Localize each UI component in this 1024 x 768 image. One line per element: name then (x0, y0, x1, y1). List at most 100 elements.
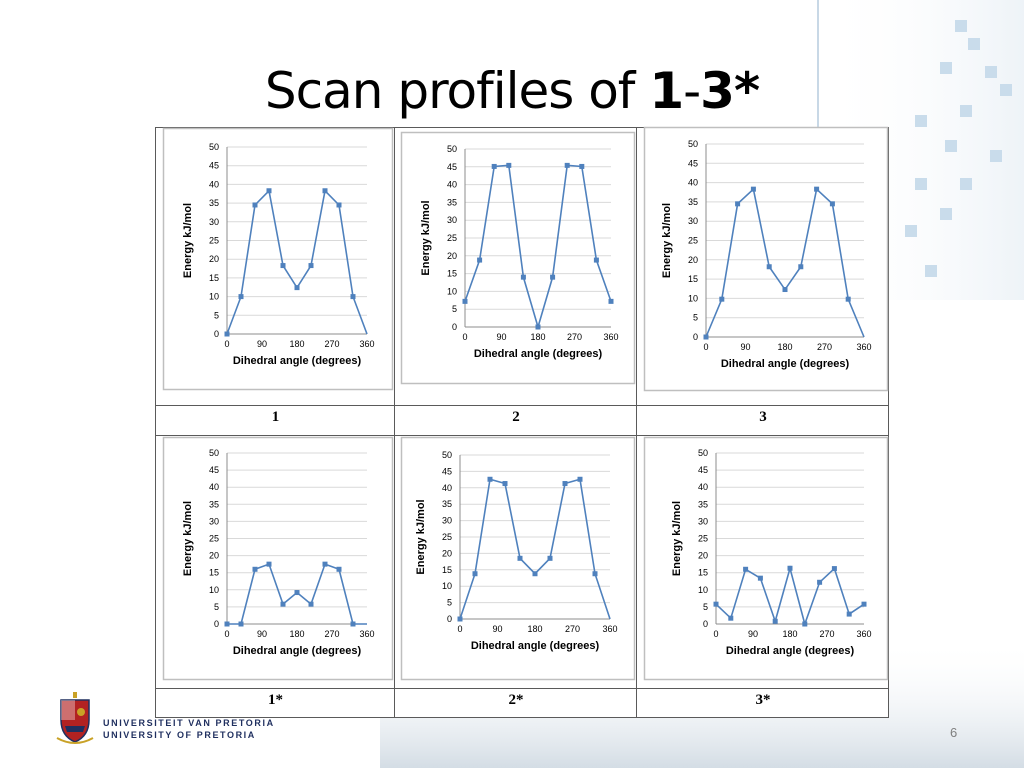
y-axis-title: Energy kJ/mol (661, 203, 673, 278)
x-tick-label: 180 (777, 342, 792, 352)
x-tick-label: 0 (713, 629, 718, 639)
data-point (266, 188, 272, 194)
data-point (477, 257, 483, 263)
data-point (579, 163, 585, 169)
y-tick-label: 20 (447, 251, 457, 261)
x-tick-label: 0 (462, 332, 467, 342)
x-tick-label: 90 (257, 339, 267, 349)
x-tick-label: 270 (567, 332, 582, 342)
y-tick-label: 50 (688, 139, 698, 149)
data-point (719, 296, 725, 302)
y-tick-label: 35 (698, 499, 708, 509)
y-tick-label: 0 (452, 322, 457, 332)
y-tick-label: 25 (442, 532, 452, 542)
y-tick-label: 50 (209, 142, 219, 152)
y-axis-title: Energy kJ/mol (415, 499, 427, 574)
data-point (350, 621, 356, 627)
data-point (517, 555, 523, 561)
chart-3: 0 5 10 15 20 25 30 35 40 45 50 0 90 180 270 360 Dihedral… (643, 126, 889, 392)
data-point (829, 201, 835, 207)
data-point (802, 621, 808, 627)
y-tick-label: 5 (214, 602, 219, 612)
chart-frame (400, 131, 636, 385)
y-tick-label: 20 (209, 551, 219, 561)
data-point (336, 566, 342, 572)
data-point (280, 263, 286, 269)
y-tick-label: 40 (688, 178, 698, 188)
x-tick-label: 360 (856, 342, 871, 352)
crest-icon (56, 692, 94, 744)
data-point (462, 298, 468, 304)
y-tick-label: 0 (214, 619, 219, 629)
y-tick-label: 25 (209, 534, 219, 544)
x-axis-title: Dihedral angle (degrees) (233, 355, 362, 367)
title-bold-1: 1 (649, 62, 684, 120)
x-tick-label: 360 (359, 629, 374, 639)
label-compound-2: 2 (512, 409, 520, 425)
y-tick-label: 40 (209, 482, 219, 492)
y-tick-label: 10 (209, 585, 219, 595)
y-tick-label: 50 (447, 144, 457, 154)
x-tick-label: 360 (359, 339, 374, 349)
title-prefix: Scan profiles of (264, 62, 650, 120)
data-point (535, 324, 541, 330)
label-compound-1-star: 1* (268, 692, 283, 708)
data-point (472, 571, 478, 577)
y-tick-label: 40 (447, 180, 457, 190)
label-compound-3: 3 (759, 409, 767, 425)
data-point (577, 476, 583, 482)
table-col-divider-2 (395, 128, 637, 717)
data-point (735, 201, 741, 207)
y-tick-label: 30 (209, 217, 219, 227)
y-tick-label: 40 (698, 482, 708, 492)
x-tick-label: 0 (457, 624, 462, 634)
y-tick-label: 30 (688, 216, 698, 226)
y-axis-title: Energy kJ/mol (671, 501, 683, 576)
x-axis-title: Dihedral angle (degrees) (471, 640, 600, 652)
y-tick-label: 40 (209, 179, 219, 189)
data-point (593, 257, 599, 263)
data-point (713, 601, 719, 607)
data-point (743, 566, 749, 572)
y-axis-title: Energy kJ/mol (182, 203, 194, 278)
y-tick-label: 15 (688, 274, 698, 284)
y-tick-label: 5 (693, 313, 698, 323)
y-tick-label: 30 (698, 516, 708, 526)
x-tick-label: 270 (324, 339, 339, 349)
y-tick-label: 45 (209, 161, 219, 171)
x-tick-label: 90 (740, 342, 750, 352)
y-tick-label: 25 (688, 236, 698, 246)
y-tick-label: 0 (693, 332, 698, 342)
y-tick-label: 45 (698, 465, 708, 475)
x-tick-label: 270 (817, 342, 832, 352)
y-tick-label: 45 (447, 162, 457, 172)
data-point (550, 274, 556, 280)
y-tick-label: 10 (447, 286, 457, 296)
x-tick-label: 270 (819, 629, 834, 639)
x-tick-label: 180 (530, 332, 545, 342)
label-compound-1: 1 (271, 409, 280, 425)
y-tick-label: 35 (209, 198, 219, 208)
data-point (336, 202, 342, 208)
table-col-divider-1 (156, 128, 395, 717)
data-point (766, 264, 772, 270)
y-tick-label: 50 (698, 448, 708, 458)
data-point (787, 565, 793, 571)
x-tick-label: 90 (492, 624, 502, 634)
slide-title: Scan profiles of 1-3* (0, 62, 1024, 120)
data-point (831, 566, 837, 572)
data-point (491, 163, 497, 169)
x-axis-title: Dihedral angle (degrees) (721, 358, 850, 370)
y-tick-label: 15 (209, 273, 219, 283)
x-tick-label: 90 (496, 332, 506, 342)
page-number: 6 (950, 725, 958, 740)
title-bold-2: 3* (700, 62, 760, 120)
y-tick-label: 5 (447, 598, 452, 608)
data-point (817, 579, 823, 585)
y-tick-label: 30 (442, 516, 452, 526)
x-tick-label: 90 (748, 629, 758, 639)
x-axis-title: Dihedral angle (degrees) (474, 348, 603, 360)
y-tick-label: 35 (209, 499, 219, 509)
data-point (592, 571, 598, 577)
y-tick-label: 15 (209, 568, 219, 578)
